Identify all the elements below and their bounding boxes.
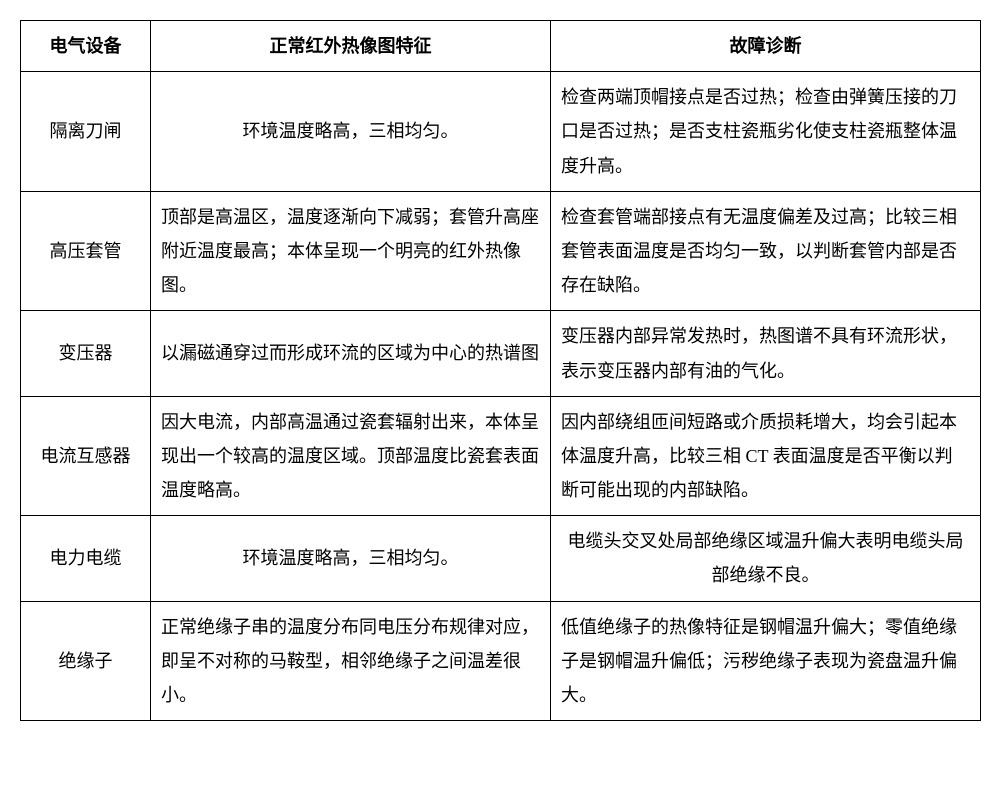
cell-diagnosis: 检查两端顶帽接点是否过热；检查由弹簧压接的刀口是否过热；是否支柱瓷瓶劣化使支柱瓷… (551, 72, 981, 192)
cell-feature: 因大电流，内部高温通过瓷套辐射出来，本体呈现出一个较高的温度区域。顶部温度比瓷套… (151, 396, 551, 516)
header-device: 电气设备 (21, 21, 151, 72)
table-body: 隔离刀闸环境温度略高，三相均匀。检查两端顶帽接点是否过热；检查由弹簧压接的刀口是… (21, 72, 981, 721)
cell-feature: 顶部是高温区，温度逐渐向下减弱；套管升高座附近温度最高；本体呈现一个明亮的红外热… (151, 191, 551, 311)
cell-device: 电力电缆 (21, 516, 151, 601)
cell-diagnosis: 检查套管端部接点有无温度偏差及过高；比较三相套管表面温度是否均匀一致，以判断套管… (551, 191, 981, 311)
cell-device: 变压器 (21, 311, 151, 396)
table-row: 高压套管顶部是高温区，温度逐渐向下减弱；套管升高座附近温度最高；本体呈现一个明亮… (21, 191, 981, 311)
cell-feature: 以漏磁通穿过而形成环流的区域为中心的热谱图 (151, 311, 551, 396)
cell-device: 隔离刀闸 (21, 72, 151, 192)
table-row: 绝缘子正常绝缘子串的温度分布同电压分布规律对应，即呈不对称的马鞍型，相邻绝缘子之… (21, 601, 981, 721)
cell-diagnosis: 低值绝缘子的热像特征是钢帽温升偏大；零值绝缘子是钢帽温升偏低；污秽绝缘子表现为瓷… (551, 601, 981, 721)
cell-diagnosis: 电缆头交叉处局部绝缘区域温升偏大表明电缆头局部绝缘不良。 (551, 516, 981, 601)
cell-device: 电流互感器 (21, 396, 151, 516)
header-diagnosis: 故障诊断 (551, 21, 981, 72)
cell-device: 绝缘子 (21, 601, 151, 721)
equipment-table: 电气设备 正常红外热像图特征 故障诊断 隔离刀闸环境温度略高，三相均匀。检查两端… (20, 20, 981, 721)
cell-diagnosis: 变压器内部异常发热时，热图谱不具有环流形状，表示变压器内部有油的气化。 (551, 311, 981, 396)
table-row: 隔离刀闸环境温度略高，三相均匀。检查两端顶帽接点是否过热；检查由弹簧压接的刀口是… (21, 72, 981, 192)
cell-device: 高压套管 (21, 191, 151, 311)
cell-feature: 正常绝缘子串的温度分布同电压分布规律对应，即呈不对称的马鞍型，相邻绝缘子之间温差… (151, 601, 551, 721)
cell-feature: 环境温度略高，三相均匀。 (151, 516, 551, 601)
cell-diagnosis: 因内部绕组匝间短路或介质损耗增大，均会引起本体温度升高，比较三相 CT 表面温度… (551, 396, 981, 516)
table-row: 变压器以漏磁通穿过而形成环流的区域为中心的热谱图变压器内部异常发热时，热图谱不具… (21, 311, 981, 396)
cell-feature: 环境温度略高，三相均匀。 (151, 72, 551, 192)
table-row: 电力电缆环境温度略高，三相均匀。电缆头交叉处局部绝缘区域温升偏大表明电缆头局部绝… (21, 516, 981, 601)
table-header-row: 电气设备 正常红外热像图特征 故障诊断 (21, 21, 981, 72)
header-feature: 正常红外热像图特征 (151, 21, 551, 72)
table-row: 电流互感器因大电流，内部高温通过瓷套辐射出来，本体呈现出一个较高的温度区域。顶部… (21, 396, 981, 516)
